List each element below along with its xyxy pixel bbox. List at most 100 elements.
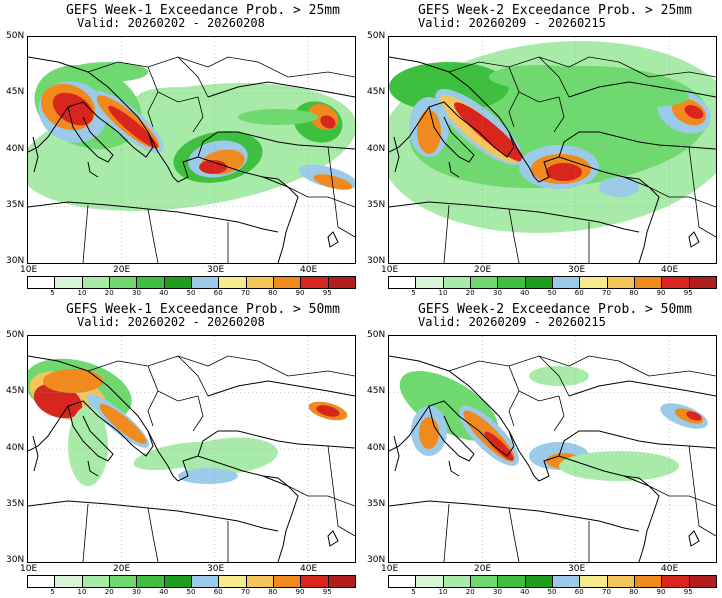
probability-contour: [419, 417, 439, 449]
map-panel-week1-50mm: GEFS Week-1 Exceedance Prob. > 50mm Vali…: [0, 299, 361, 598]
country-border: [553, 96, 565, 133]
colorbar-swatch: [525, 277, 553, 288]
colorbar-tick-label: 10: [77, 289, 87, 297]
coastline: [428, 106, 475, 163]
coastline: [558, 430, 716, 457]
lat-label: 40N: [367, 144, 386, 154]
colorbar-tick-label: 90: [656, 289, 666, 297]
country-border: [688, 146, 716, 238]
colorbar-swatch: [301, 576, 329, 587]
country-border: [648, 485, 716, 507]
colorbar-swatch: [164, 576, 192, 587]
colorbar-swatch: [689, 576, 716, 587]
country-border: [568, 355, 716, 377]
probability-contour: [178, 468, 238, 484]
probability-contour: [199, 160, 227, 174]
colorbar-tick-label: 90: [295, 588, 305, 596]
probability-contour: [316, 405, 340, 417]
colorbar-tick-label: 80: [268, 289, 278, 297]
colorbar-tick-label: 70: [602, 289, 611, 297]
colorbar-tick-label: 40: [520, 588, 530, 596]
colorbar-swatch: [580, 576, 608, 587]
lon-label: 10E: [381, 265, 399, 275]
colorbar-swatch: [137, 576, 165, 587]
colorbar-tick-label: 60: [574, 289, 584, 297]
coastline: [448, 161, 460, 178]
map-panel-week1-25mm: GEFS Week-1 Exceedance Prob. > 25mm Vali…: [0, 0, 361, 299]
colorbar-swatch: [164, 277, 192, 288]
colorbar-tick-label: 20: [465, 588, 475, 596]
probability-map: [27, 36, 356, 264]
country-border: [508, 66, 560, 103]
colorbar-tick-label: 30: [132, 588, 141, 596]
colorbar-tick-label: 5: [411, 588, 416, 596]
probability-contour: [138, 87, 218, 107]
colorbar-tick-label: 20: [104, 588, 114, 596]
colorbar-tick-label: 80: [629, 289, 639, 297]
lon-label: 10E: [20, 265, 38, 275]
country-border: [538, 355, 570, 397]
lat-label: 50N: [367, 31, 386, 41]
coastline: [688, 231, 700, 248]
lon-label: 40E: [300, 265, 318, 275]
country-border: [147, 390, 159, 427]
probability-contour: [417, 110, 441, 154]
colorbar-swatch: [634, 576, 663, 587]
lon-label: 20E: [474, 265, 492, 275]
colorbar-swatch: [82, 576, 110, 587]
country-border: [87, 355, 209, 372]
colorbar-swatch: [416, 277, 444, 288]
lat-label: 45N: [6, 386, 25, 396]
panel-valid-dates: Valid: 20260209 - 20260215: [418, 16, 606, 30]
coastline: [87, 161, 99, 178]
colorbar-tick-label: 10: [77, 588, 87, 596]
colorbar-tick-label: 80: [268, 588, 278, 596]
colorbar-swatch: [389, 576, 417, 587]
colorbar-swatch: [328, 277, 355, 288]
coastline: [428, 405, 475, 462]
coastline: [448, 460, 460, 477]
colorbar-swatch: [470, 576, 499, 587]
colorbar-tick-label: 60: [213, 588, 223, 596]
colorbar-swatch: [82, 277, 110, 288]
lon-label: 10E: [20, 564, 38, 574]
country-border: [553, 395, 565, 432]
colorbar-tick-label: 20: [104, 289, 114, 297]
colorbar-swatch: [191, 576, 220, 587]
colorbar-tick-label: 95: [683, 588, 693, 596]
colorbar-swatch: [689, 277, 716, 288]
coastline: [197, 430, 355, 457]
coastline: [32, 136, 39, 173]
colorbar-tick-label: 10: [438, 289, 448, 297]
lon-label: 30E: [207, 564, 225, 574]
colorbar-tick-label: 40: [159, 588, 169, 596]
coastline: [389, 500, 640, 532]
probability-contour: [484, 431, 514, 461]
country-border: [192, 96, 204, 133]
colorbar-swatch: [498, 277, 526, 288]
coastline: [508, 131, 650, 188]
colorbar-tick-label: 90: [295, 289, 305, 297]
lon-label: 40E: [300, 564, 318, 574]
colorbar-tick-label: 60: [213, 289, 223, 297]
colorbar-tick-label: 90: [656, 588, 666, 596]
country-border: [207, 355, 355, 377]
probability-contour: [313, 174, 353, 190]
lon-label: 30E: [207, 265, 225, 275]
colorbar-swatch: [607, 576, 635, 587]
coastline: [389, 355, 515, 457]
coastline: [568, 81, 716, 98]
country-border: [508, 91, 520, 128]
coastline: [327, 231, 339, 248]
colorbar-tick-label: 40: [520, 289, 530, 297]
coastline: [87, 460, 99, 477]
probability-map: [388, 36, 717, 264]
country-border: [147, 66, 199, 103]
colorbar-swatch: [191, 277, 220, 288]
lat-label: 30N: [367, 555, 386, 565]
probability-contour: [108, 105, 158, 149]
country-border: [327, 445, 355, 537]
coastline: [28, 201, 279, 233]
country-border: [568, 56, 716, 78]
probability-contour: [546, 163, 582, 181]
